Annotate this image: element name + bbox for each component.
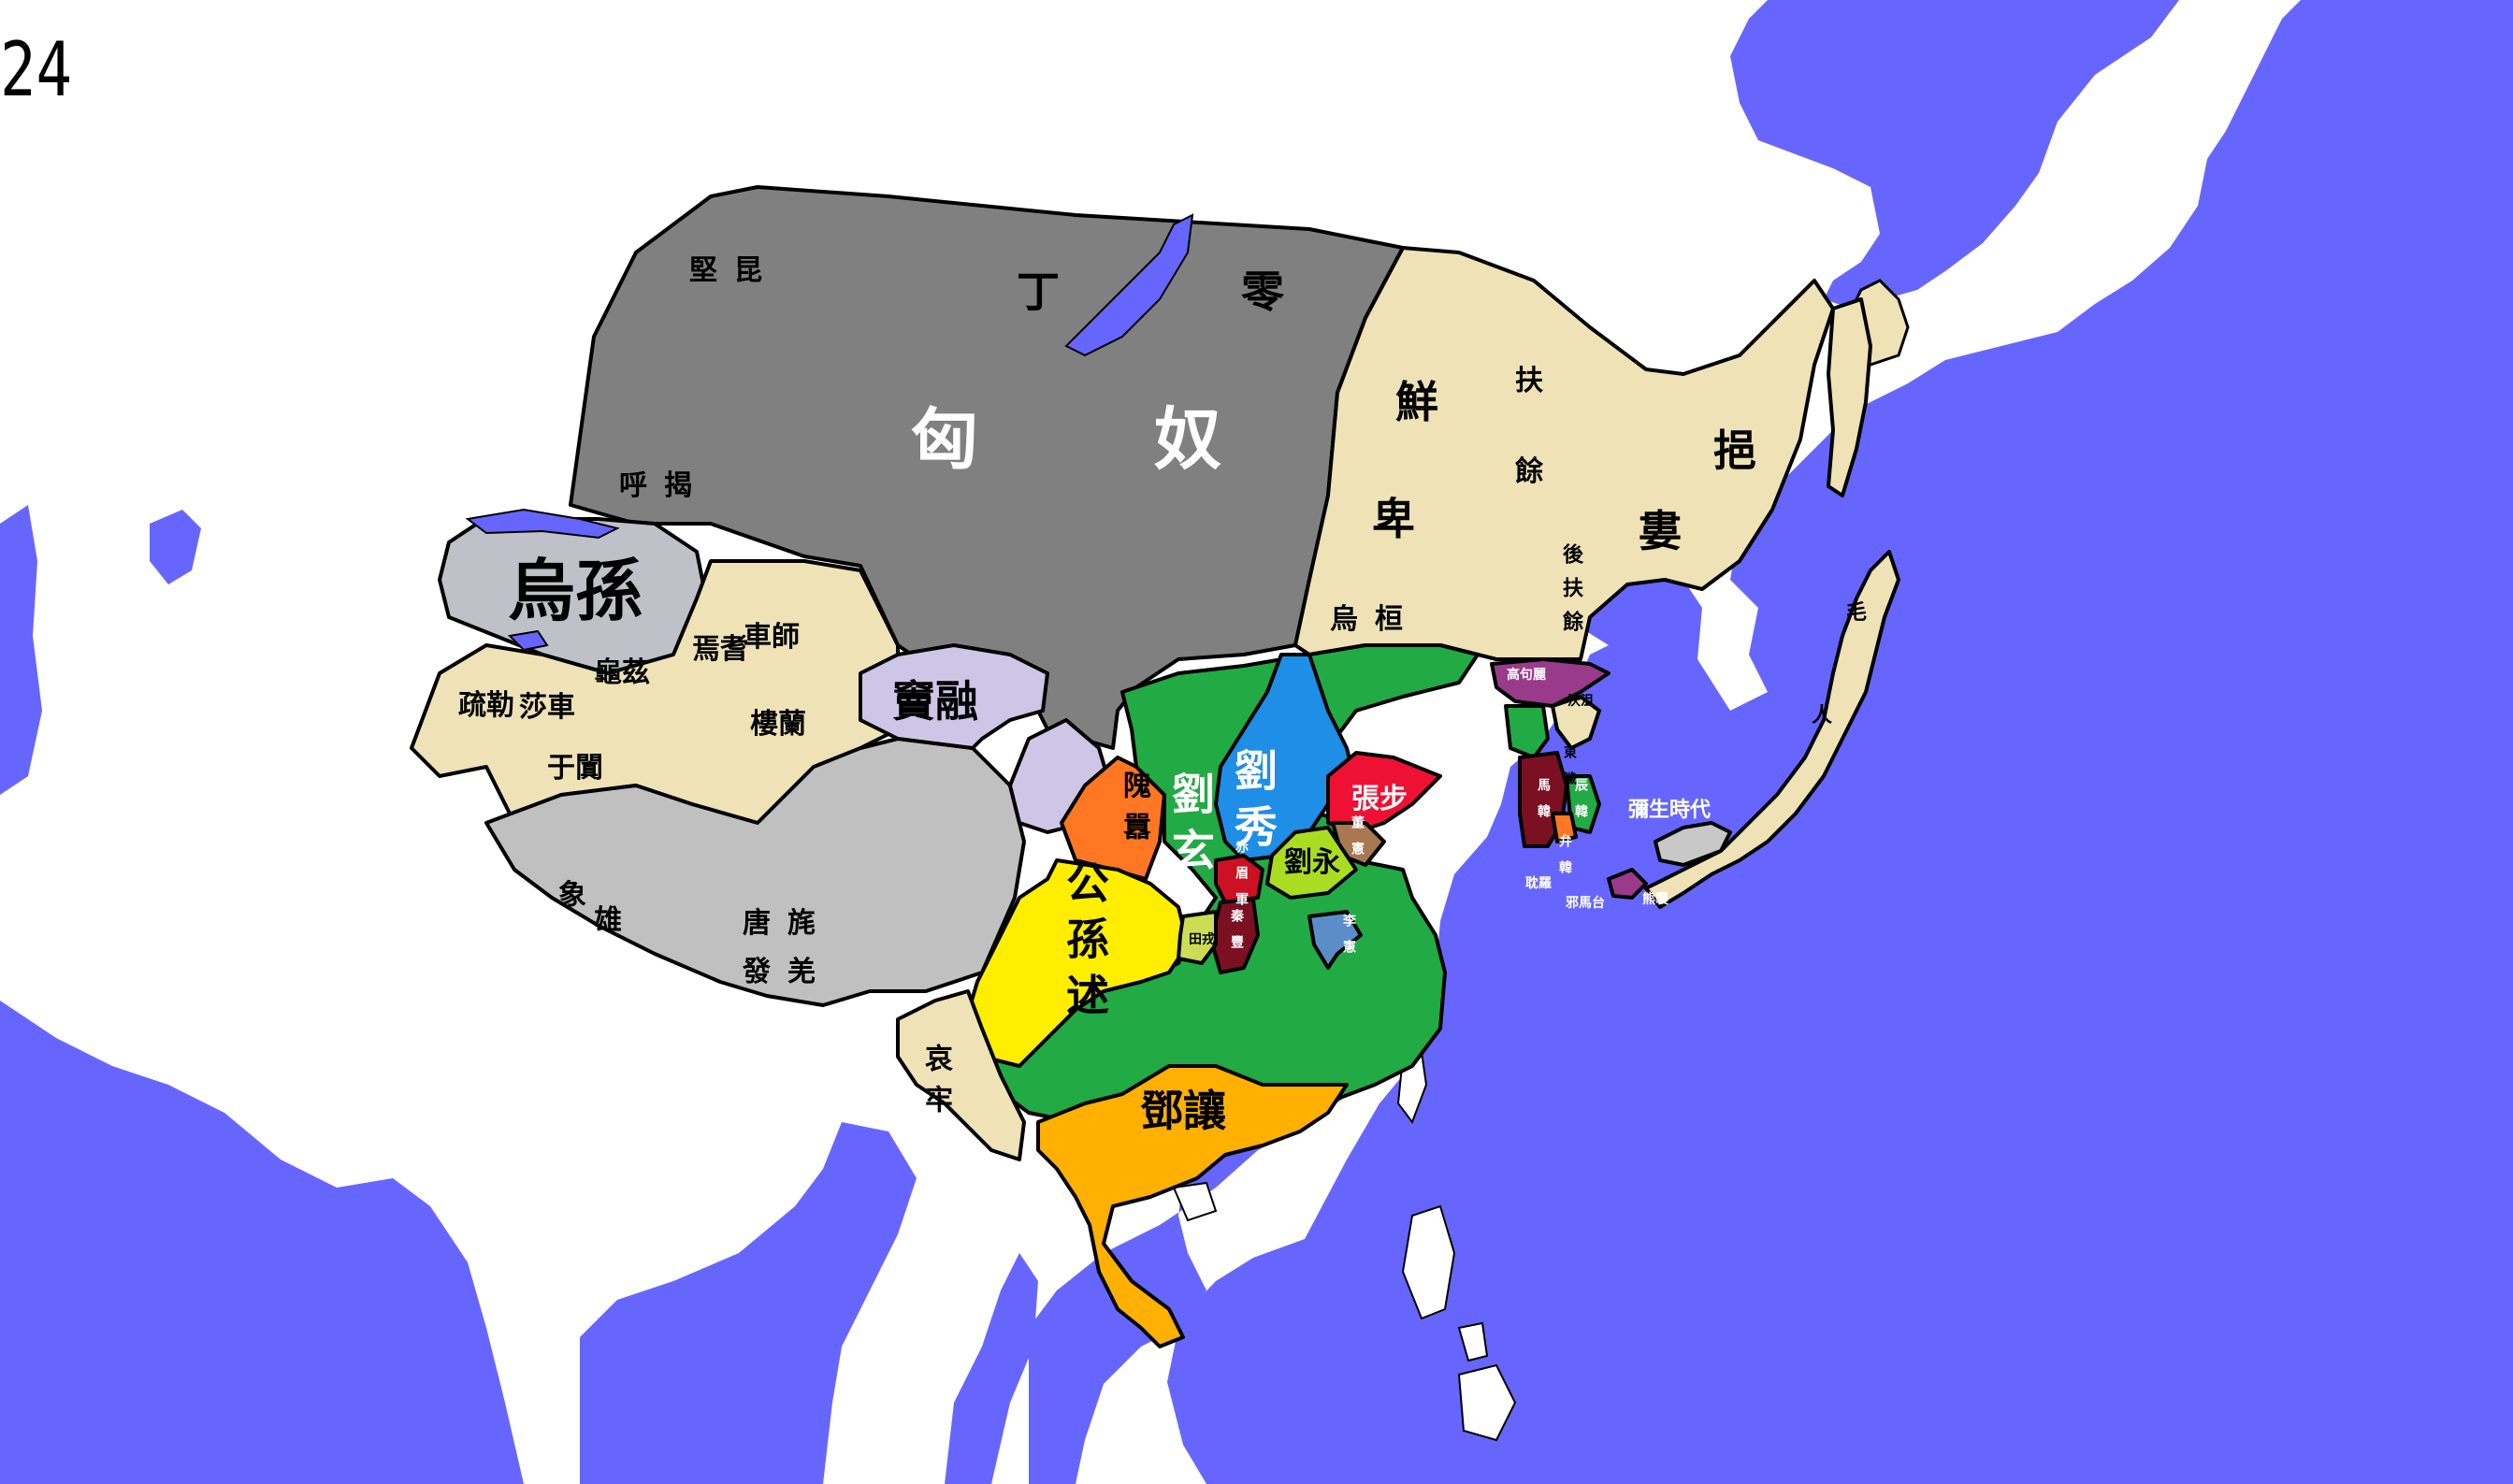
label-zhang-bu: 張步 xyxy=(1351,783,1408,815)
label-shule: 疏勒 xyxy=(458,689,514,722)
label-dingling-2: 零 xyxy=(1241,267,1284,317)
label-dong-xian: 董憲 xyxy=(1350,815,1365,868)
luzon-island xyxy=(1401,1204,1456,1320)
visayas-island xyxy=(1457,1321,1489,1362)
andaman-sea xyxy=(945,1253,1038,1484)
label-dongye: 東濊 xyxy=(1562,745,1577,798)
label-shache: 莎車 xyxy=(519,691,575,724)
label-emishi-1: 毛 xyxy=(1845,600,1868,625)
label-xianbei-1: 鮮 xyxy=(1395,377,1438,427)
label-chimei: 赤眉軍 xyxy=(1234,840,1249,918)
label-yutian: 于闐 xyxy=(547,752,603,785)
label-dou-rong: 竇融 xyxy=(892,676,978,727)
region-goguryeo xyxy=(1490,657,1610,708)
region-byeonhan xyxy=(1551,812,1578,843)
label-cheshi: 車師 xyxy=(744,621,800,654)
label-deng-rang: 鄧讓 xyxy=(1140,1086,1226,1136)
label-xiongnu-1: 匈 xyxy=(910,399,979,479)
aral-sea xyxy=(150,510,201,584)
label-ailao: 哀牢 xyxy=(919,1044,952,1126)
bay-of-bengal xyxy=(580,1122,917,1484)
label-xiongnu-2: 奴 xyxy=(1153,399,1222,479)
label-hujie: 呼揭 xyxy=(619,469,709,502)
label-yayoi: 彌生時代 xyxy=(1627,798,1711,822)
label-xianbei-2: 卑 xyxy=(1372,494,1415,544)
label-goguryeo: 高句麗 xyxy=(1507,668,1546,683)
label-loulan: 樓蘭 xyxy=(750,708,806,741)
label-houfuyu: 後扶餘 xyxy=(1559,543,1583,644)
region-okjeo xyxy=(1551,695,1601,750)
region-tian-rong xyxy=(1177,910,1218,965)
label-gongsun-shu: 公孫述 xyxy=(1060,860,1110,1029)
region-qiang xyxy=(484,737,1026,1007)
label-liu-xuan: 劉玄 xyxy=(1165,771,1216,884)
label-fuyu-2: 餘 xyxy=(1515,455,1543,488)
region-ailao xyxy=(896,989,1026,1161)
label-jiankun: 堅昆 xyxy=(689,254,779,287)
region-sakhalin xyxy=(1827,297,1872,497)
label-byeonhan: 弁韓 xyxy=(1557,834,1572,886)
label-chenhan: 辰韓 xyxy=(1573,778,1588,830)
region-japan xyxy=(1644,550,1900,909)
label-xiangxiong-2: 雄 xyxy=(594,904,622,937)
region-liu-yong xyxy=(1265,826,1358,900)
lake-balkhash xyxy=(465,508,620,540)
label-tian-rong: 田戎 xyxy=(1189,932,1215,947)
region-gongsun-shu xyxy=(961,858,1190,1068)
label-dingling-1: 丁 xyxy=(1017,267,1060,317)
caspian-sea xyxy=(0,505,42,795)
label-liu-xiu: 劉秀 xyxy=(1228,748,1278,860)
lake-issyk-kul xyxy=(507,629,549,652)
label-liu-yong: 劉永 xyxy=(1284,846,1340,879)
label-gaya: 耽羅 xyxy=(1525,876,1552,891)
region-kumaso xyxy=(1607,868,1648,900)
label-li-xian: 李憲 xyxy=(1341,914,1356,966)
hainan-island xyxy=(1172,1181,1218,1222)
label-yamatai: 邪馬台 xyxy=(1566,896,1605,911)
label-tangmao: 唐旄 xyxy=(743,907,832,940)
label-fuyu-1: 扶 xyxy=(1515,365,1543,397)
region-li-xian xyxy=(1307,910,1363,970)
label-qin-feng: 秦豐 xyxy=(1229,909,1244,961)
label-kumaso: 熊襲 xyxy=(1642,892,1668,907)
lake-baikal xyxy=(1064,213,1194,357)
label-yanqi: 焉耆 xyxy=(692,633,748,666)
label-wusun: 烏孫 xyxy=(507,551,643,630)
year-label: 24 xyxy=(0,26,73,113)
mindanao-island xyxy=(1457,1363,1517,1442)
label-fajiang: 發羌 xyxy=(743,956,832,988)
region-chimei xyxy=(1214,854,1264,904)
label-wuhuan: 烏桓 xyxy=(1330,603,1420,636)
label-yilou-1: 挹 xyxy=(1713,425,1756,476)
label-okjeo: 沃沮 xyxy=(1567,694,1594,709)
region-lelang xyxy=(1504,704,1550,759)
label-yilou-2: 婁 xyxy=(1639,506,1682,556)
label-xiangxiong-1: 象 xyxy=(558,879,586,912)
label-mahan: 馬韓 xyxy=(1536,778,1551,830)
region-xianbei xyxy=(1293,246,1835,661)
label-emishi-2: 人 xyxy=(1811,703,1833,728)
sea-of-okhotsk xyxy=(1730,0,2179,309)
label-qiuci: 龜茲 xyxy=(594,656,650,689)
arabian-sea xyxy=(0,1001,524,1484)
region-deng-rang xyxy=(1036,1064,1349,1348)
region-dou-rong xyxy=(859,643,1049,750)
label-wei-ao: 隗囂 xyxy=(1118,771,1150,853)
